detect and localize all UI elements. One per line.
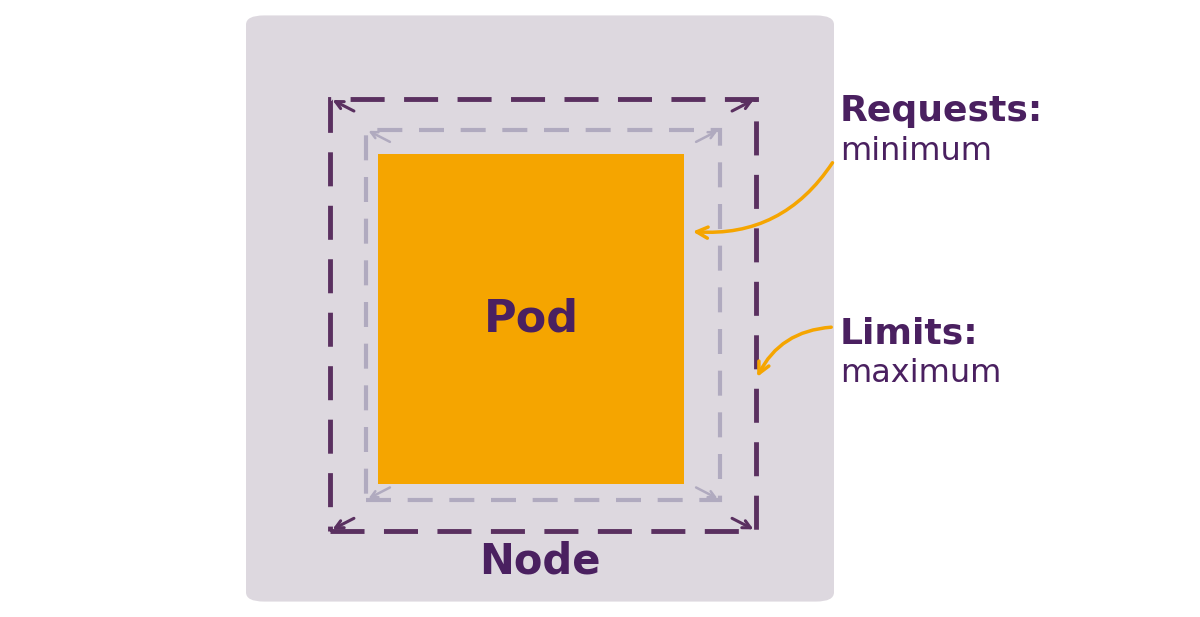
Bar (378, 154, 684, 484)
Text: Limits:: Limits: (840, 316, 979, 350)
Text: Node: Node (479, 540, 601, 582)
Bar (366, 130, 720, 500)
Bar (330, 99, 756, 531)
Text: Requests:: Requests: (840, 94, 1043, 128)
Text: minimum: minimum (840, 136, 992, 167)
Text: maximum: maximum (840, 358, 1001, 389)
FancyBboxPatch shape (246, 15, 834, 602)
Text: Pod: Pod (484, 298, 578, 341)
